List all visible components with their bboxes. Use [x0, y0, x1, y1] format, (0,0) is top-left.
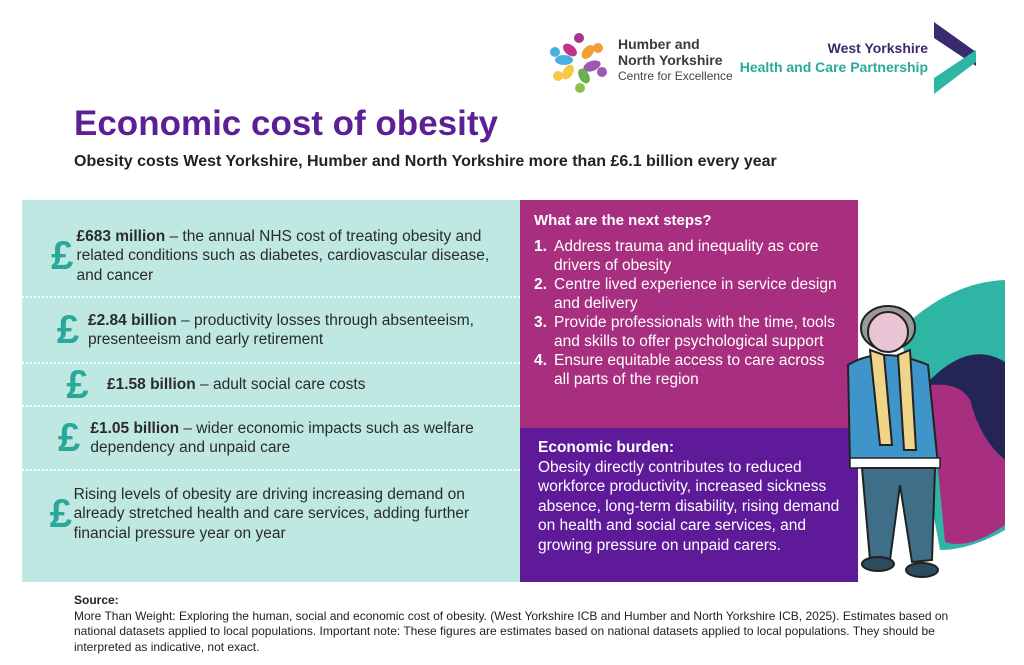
step-text: Address trauma and inequality as core dr…: [554, 238, 819, 274]
logo-subtitle: Health and Care Partnership: [739, 59, 928, 75]
step-number: 1.: [534, 238, 547, 255]
cost-item: £ £683 million – the annual NHS cost of …: [22, 214, 520, 298]
pound-icon: £: [51, 233, 74, 278]
cost-list-panel: £ £683 million – the annual NHS cost of …: [22, 200, 520, 582]
cost-item: £ £2.84 billion – productivity losses th…: [22, 298, 520, 362]
divider: [22, 362, 520, 364]
chevron-logo-icon: [934, 22, 976, 94]
next-steps-panel: What are the next steps? 1. Address traum…: [520, 200, 858, 428]
step-number: 4.: [534, 352, 547, 369]
page-subtitle: Obesity costs West Yorkshire, Humber and…: [74, 153, 777, 170]
pound-icon: £: [58, 415, 81, 460]
flower-logo-icon: [550, 33, 607, 93]
divider: [22, 405, 520, 407]
next-step-item: 1. Address trauma and inequality as core …: [534, 237, 844, 275]
cost-amount: £1.58 billion: [107, 376, 196, 394]
step-text: Provide professionals with the time, too…: [554, 314, 835, 350]
burden-text: Obesity directly contributes to reduced …: [538, 458, 840, 554]
cost-description: – wider economic impacts such as welfare…: [90, 419, 474, 457]
cost-item: £ £1.58 billion – adult social care cost…: [22, 362, 520, 407]
page-title: Economic cost of obesity: [74, 104, 498, 143]
pound-icon: £: [49, 491, 72, 536]
cost-item: £ £1.05 billion – wider economic impacts…: [22, 407, 520, 469]
cost-description: Rising levels of obesity are driving inc…: [73, 485, 470, 542]
pound-icon: £: [66, 362, 89, 407]
person-illustration: [846, 280, 1005, 578]
logo-text-line2: North Yorkshire: [618, 52, 723, 68]
cost-description: – adult social care costs: [195, 376, 366, 394]
cost-amount: £1.05 billion: [90, 419, 180, 437]
next-step-item: 3. Provide professionals with the time, t…: [534, 313, 844, 351]
cost-description: – the annual NHS cost of treating obesit…: [76, 227, 490, 284]
burden-heading: Economic burden:: [538, 439, 675, 456]
step-number: 2.: [534, 276, 547, 293]
economic-burden-panel: Economic burden: Obesity directly contri…: [520, 428, 858, 582]
step-text: Centre lived experience in service desig…: [554, 276, 837, 312]
source-label: Source:: [74, 593, 119, 607]
cost-amount: £2.84 billion: [88, 311, 177, 329]
source-note: Source: More Than Weight: Exploring the …: [74, 593, 964, 655]
source-text: More Than Weight: Exploring the human, s…: [74, 608, 949, 654]
logo-text-line1: Humber and: [618, 36, 700, 52]
step-text: Ensure equitable access to care across a…: [554, 352, 825, 388]
pound-icon: £: [56, 307, 80, 352]
divider: [22, 469, 520, 471]
cost-amount: £683 million: [76, 227, 166, 245]
humber-north-yorkshire-logo: Humber and North Yorkshire Centre for Ex…: [548, 32, 738, 94]
divider: [22, 296, 520, 298]
step-number: 3.: [534, 314, 547, 331]
cost-description: – productivity losses through absenteeis…: [88, 311, 474, 349]
west-yorkshire-partnership-logo: West Yorkshire Health and Care Partnersh…: [736, 22, 996, 94]
next-steps-heading: What are the next steps?: [534, 212, 712, 229]
next-step-item: 4. Ensure equitable access to care across…: [534, 351, 844, 389]
cost-item: £ Rising levels of obesity are driving i…: [22, 471, 520, 557]
logo-text-line3: Centre for Excellence: [618, 69, 733, 83]
logo-title: West Yorkshire: [827, 40, 928, 56]
next-step-item: 2. Centre lived experience in service des…: [534, 275, 844, 313]
